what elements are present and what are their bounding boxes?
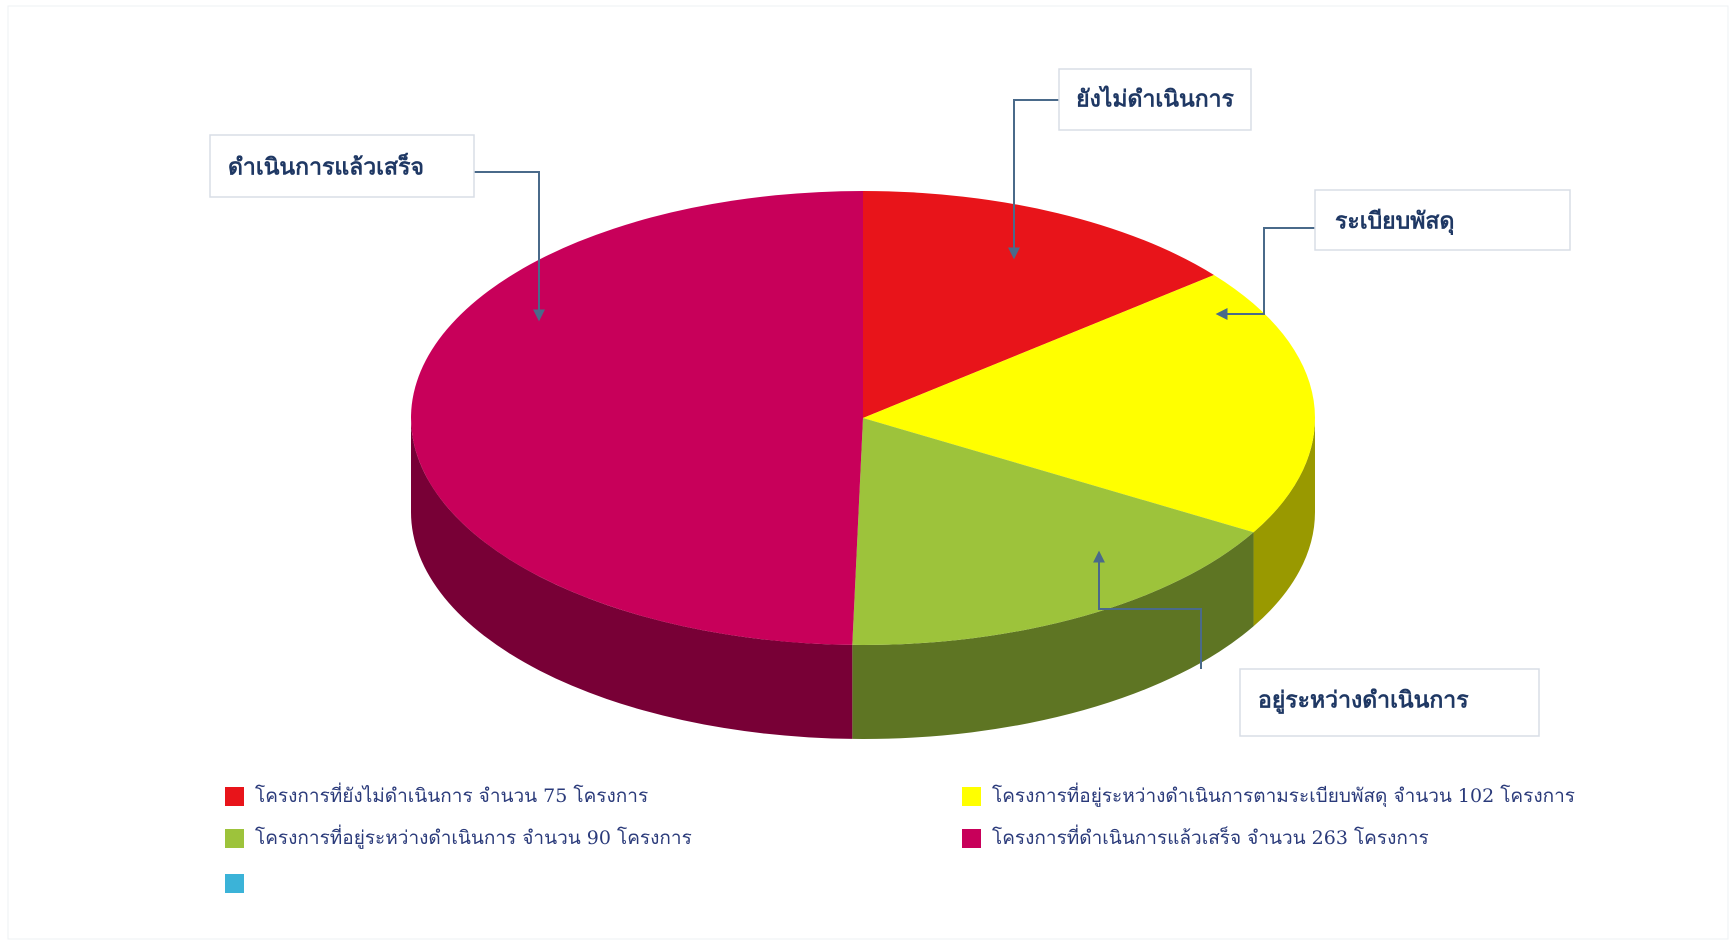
pie-side [852,532,1254,739]
callout-box [1239,668,1540,737]
pie-slice [863,274,1315,533]
legend-swatch [962,787,981,806]
pie-side [1253,418,1315,627]
leader-line [1215,227,1315,320]
pie-slice [852,418,1254,645]
callouts: ยังไม่ดำเนินการ ระเบียบพัสดุ อยู่ระหว่าง… [209,68,1571,737]
legend-label: โครงการที่ยังไม่ดำเนินการ จำนวน 75 โครงก… [255,782,648,807]
legend-swatch [225,787,244,806]
callout-label: อยู่ระหว่างดำเนินการ [1258,688,1469,715]
legend-label: โครงการที่อยู่ระหว่างดำเนินการตามระเบียบ… [992,782,1575,808]
legend-swatch [962,829,981,848]
pie-slice [411,191,863,645]
legend-swatch [225,874,244,893]
callout-box [1058,68,1252,131]
callout-box [209,134,475,198]
callout-label: ระเบียบพัสดุ [1335,209,1454,236]
legend-swatch [225,829,244,848]
pie-slice [863,191,1214,418]
callout-label: ยังไม่ดำเนินการ [1076,85,1234,113]
frame [7,5,1729,940]
callout-label: ดำเนินการแล้วเสร็จ [228,152,424,181]
leader-line [474,171,545,322]
pie [411,191,1315,739]
legend-label: โครงการที่ดำเนินการแล้วเสร็จ จำนวน 263 โ… [992,824,1429,849]
leader-line [1008,99,1059,260]
legend: โครงการที่ยังไม่ดำเนินการ จำนวน 75 โครงก… [225,782,1575,893]
leader-line [1093,550,1202,669]
pie-side [411,418,853,739]
legend-label: โครงการที่อยู่ระหว่างดำเนินการ จำนวน 90 … [255,824,692,849]
callout-box [1314,189,1571,251]
